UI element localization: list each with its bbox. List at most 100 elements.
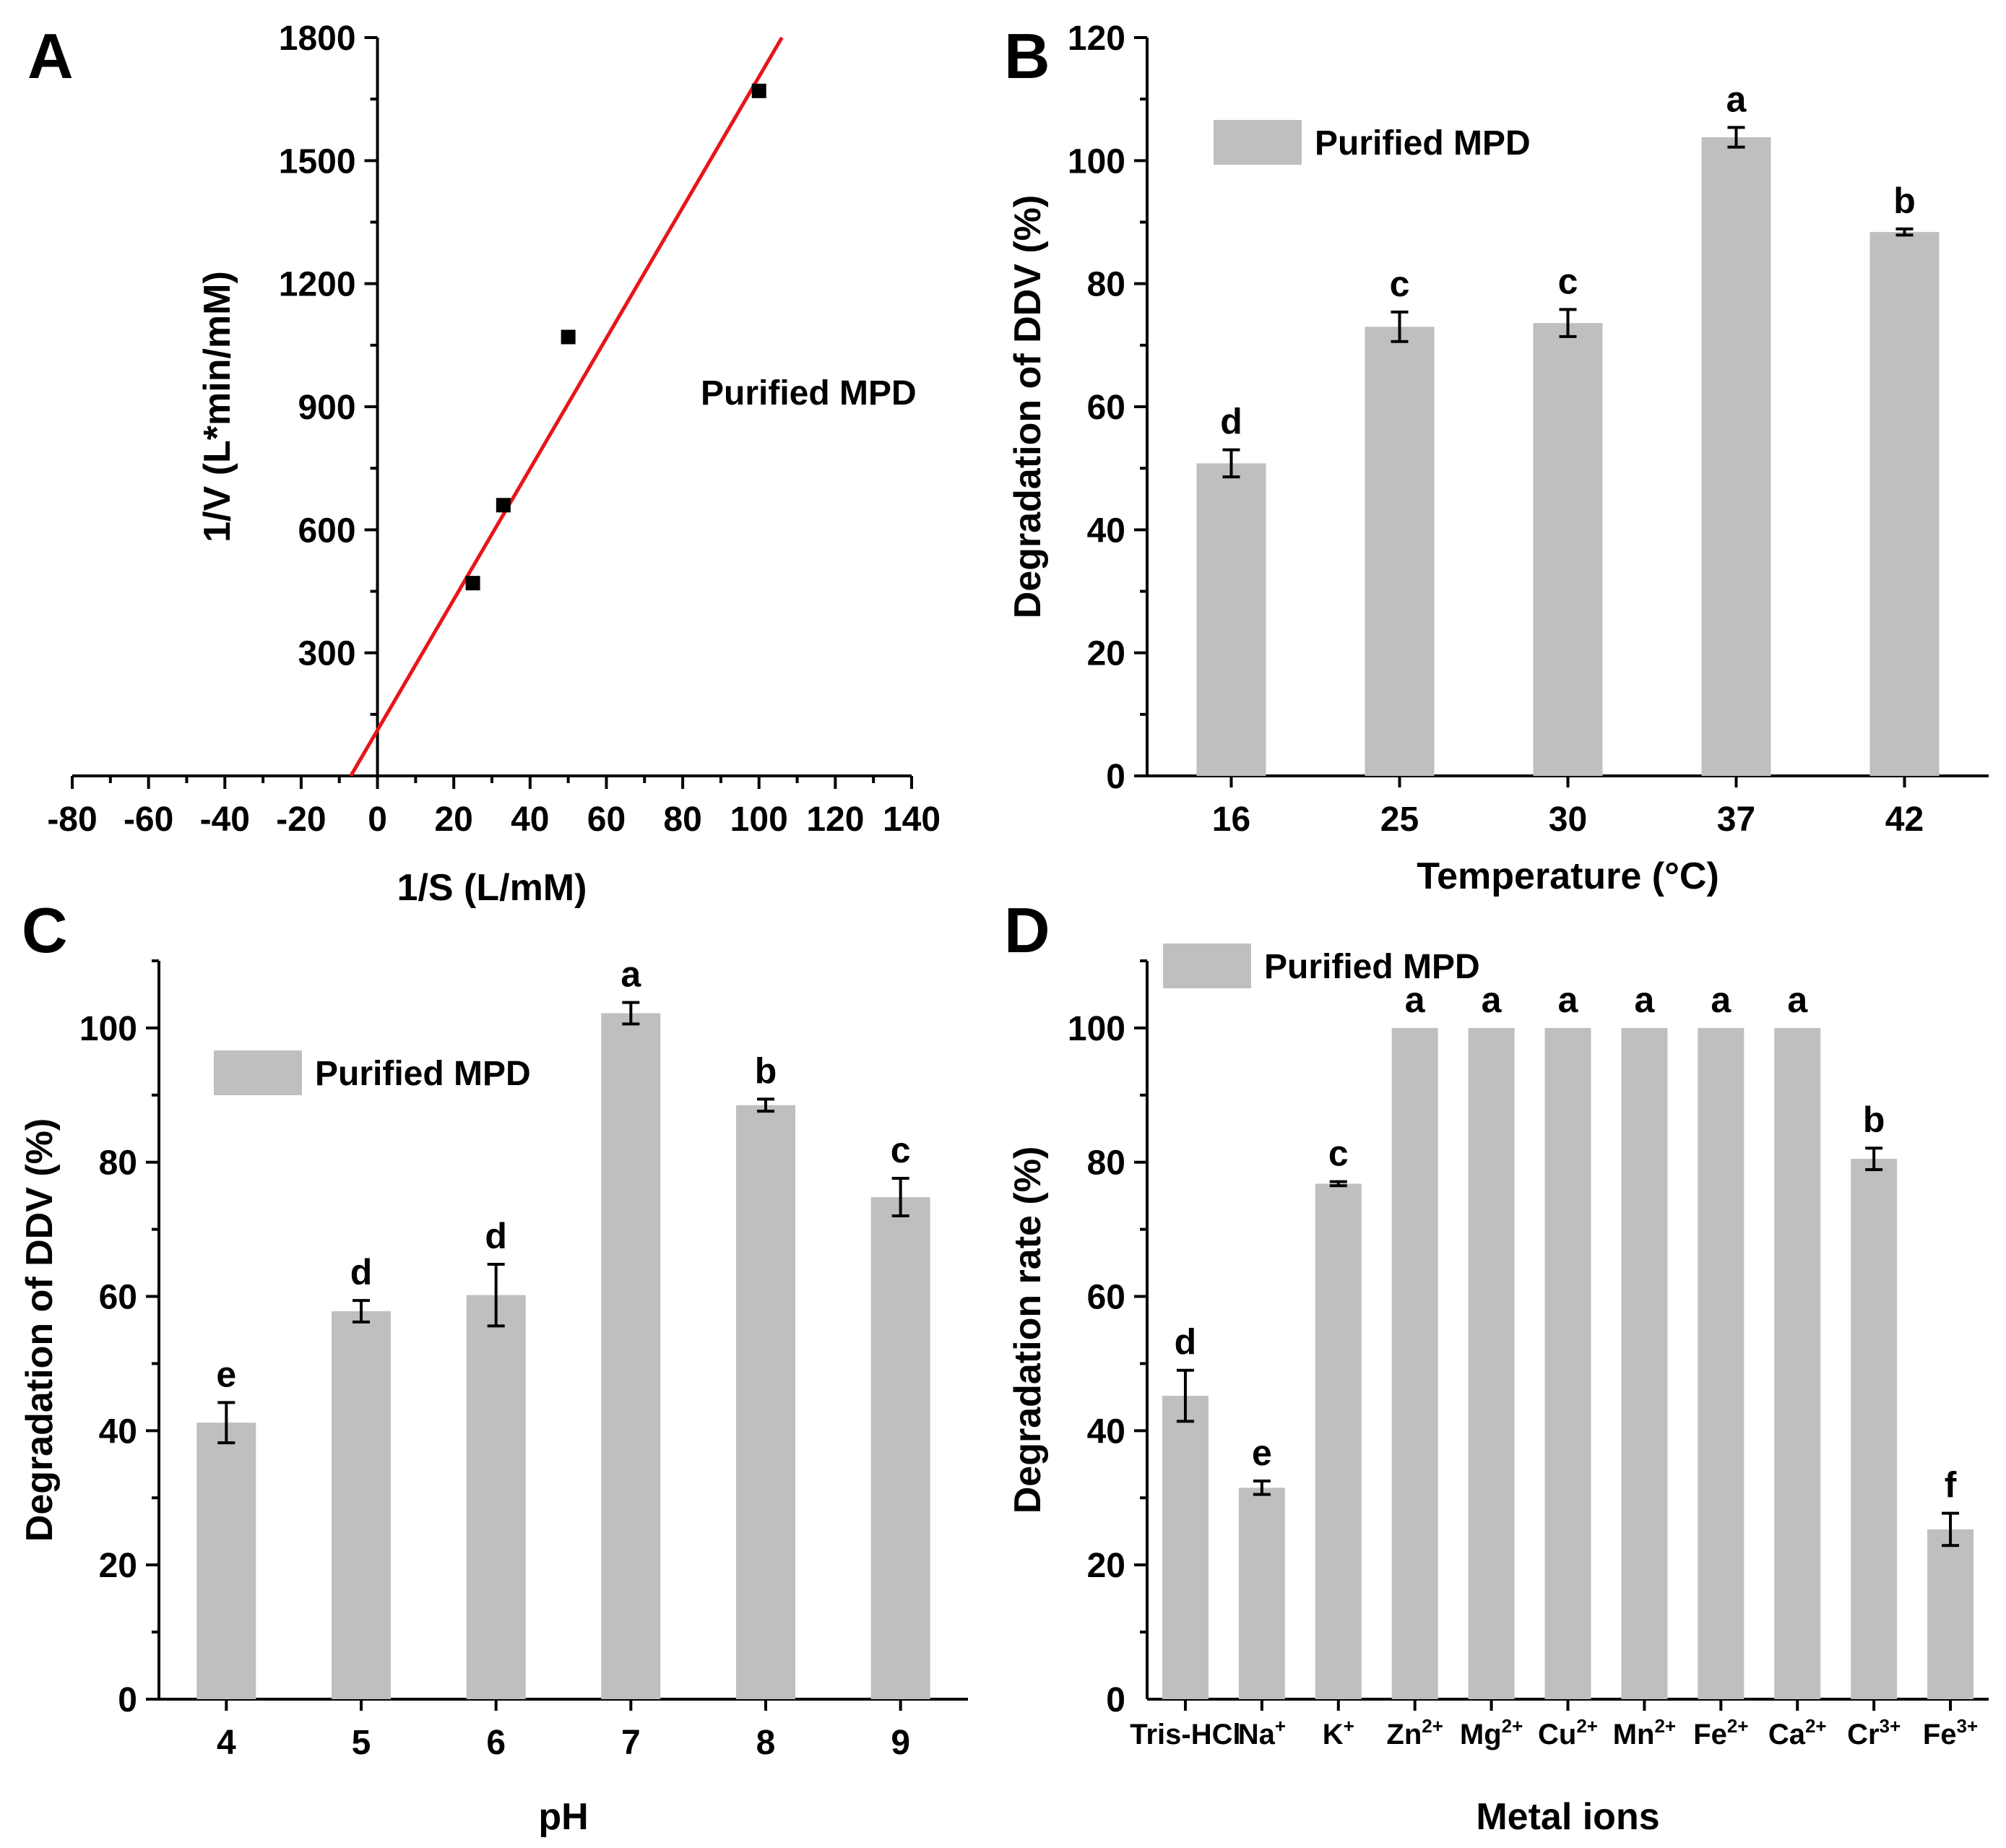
y-tick-label: 100 — [1068, 1010, 1125, 1048]
x-axis-title: Temperature (°C) — [1417, 855, 1719, 897]
x-tick-label: -40 — [200, 800, 250, 839]
bar — [1851, 1159, 1898, 1699]
y-tick-label: 80 — [1087, 1144, 1125, 1183]
significance-label: b — [755, 1050, 777, 1091]
significance-label: a — [1726, 79, 1747, 119]
bar — [332, 1311, 391, 1699]
panel-annotation: Purified MPD — [701, 374, 917, 413]
y-tick-label: 0 — [118, 1681, 137, 1719]
y-tick-label: 40 — [1087, 511, 1125, 550]
y-tick-label: 0 — [1106, 1681, 1125, 1719]
legend-swatch — [1163, 944, 1251, 988]
y-tick-label: 100 — [79, 1010, 137, 1048]
panel-letter-c: C — [22, 894, 68, 966]
y-axis-title: Degradation rate (%) — [1007, 1147, 1049, 1514]
x-tick-label: Cr3+ — [1847, 1715, 1901, 1750]
bar — [1238, 1488, 1285, 1699]
significance-label: d — [1220, 402, 1242, 442]
significance-label: c — [891, 1130, 911, 1170]
x-tick-label: K+ — [1323, 1715, 1354, 1750]
bar — [1544, 1027, 1591, 1699]
x-tick-label: Cu2+ — [1538, 1715, 1598, 1750]
bar — [1162, 1396, 1209, 1699]
x-tick-label: 60 — [587, 800, 626, 839]
x-tick-label: 16 — [1212, 800, 1250, 839]
bar — [736, 1105, 795, 1699]
x-tick-label: 4 — [217, 1724, 236, 1762]
y-tick-label: 300 — [298, 635, 355, 673]
y-tick-label: 60 — [1087, 1279, 1125, 1317]
legend-label: Purified MPD — [1315, 124, 1531, 163]
data-point — [561, 329, 576, 345]
y-tick-label: 120 — [1068, 20, 1125, 58]
x-tick-label: -80 — [47, 800, 97, 839]
x-tick-label: Ca2+ — [1768, 1715, 1827, 1750]
x-tick-label: 80 — [663, 800, 701, 839]
x-tick-label: 42 — [1885, 800, 1924, 839]
y-tick-label: 80 — [1087, 266, 1125, 304]
bar — [196, 1422, 256, 1699]
x-tick-label: Zn2+ — [1386, 1715, 1443, 1750]
x-tick-label: 8 — [756, 1724, 776, 1762]
y-tick-label: 0 — [1106, 758, 1125, 796]
bar — [1621, 1027, 1668, 1699]
x-tick-label: 7 — [621, 1724, 641, 1762]
panel-letter-b: B — [1004, 20, 1050, 92]
x-tick-label: 40 — [511, 800, 549, 839]
y-axis-title: 1/V (L*min/mM) — [196, 271, 238, 543]
x-tick-label: 30 — [1549, 800, 1587, 839]
bar — [1315, 1183, 1362, 1699]
significance-label: a — [1405, 980, 1426, 1020]
x-axis-title: 1/S (L/mM) — [397, 867, 587, 909]
bar — [1533, 323, 1603, 776]
significance-label: b — [1863, 1100, 1885, 1140]
x-tick-label: 9 — [891, 1724, 910, 1762]
y-tick-label: 80 — [99, 1144, 137, 1183]
y-tick-label: 1800 — [279, 20, 356, 58]
significance-label: d — [1175, 1322, 1197, 1363]
x-tick-label: Fe2+ — [1693, 1715, 1748, 1750]
data-point — [465, 576, 480, 591]
y-tick-label: 20 — [1087, 635, 1125, 673]
significance-label: e — [1252, 1433, 1272, 1473]
bar — [1391, 1027, 1438, 1699]
x-tick-label: 37 — [1717, 800, 1755, 839]
significance-label: d — [350, 1252, 373, 1292]
panel-letter-d: D — [1004, 894, 1050, 966]
significance-label: a — [1787, 980, 1808, 1020]
panel-c: C 0 20 40 60 80 100 e 4 d 5 d 6 a 7 b 8 c 9 Purified MPD pH D… — [19, 894, 968, 1838]
y-tick-label: 100 — [1068, 142, 1125, 181]
significance-label: a — [621, 954, 641, 995]
bar — [1698, 1027, 1745, 1699]
x-axis-title: pH — [538, 1796, 588, 1838]
y-tick-label: 40 — [99, 1412, 137, 1451]
y-tick-label: 60 — [99, 1279, 137, 1317]
x-tick-label: 5 — [352, 1724, 371, 1762]
significance-label: c — [1558, 261, 1578, 301]
x-tick-label: 20 — [434, 800, 472, 839]
significance-label: e — [216, 1354, 236, 1394]
panel-a: A -80 -60 -40 -20 0 20 40 60 80 100 120 140 300 600 900… — [27, 20, 941, 909]
significance-label: a — [1635, 980, 1656, 1020]
data-point — [496, 498, 511, 513]
x-tick-label: 140 — [883, 800, 941, 839]
bar — [1927, 1529, 1974, 1699]
y-axis-title: Degradation of DDV (%) — [1007, 195, 1049, 618]
y-tick-label: 600 — [298, 511, 355, 550]
y-tick-label: 1500 — [279, 142, 356, 181]
significance-label: c — [1390, 264, 1410, 304]
legend-label: Purified MPD — [315, 1055, 531, 1093]
bar — [1468, 1027, 1515, 1699]
legend-label: Purified MPD — [1264, 948, 1480, 986]
x-tick-label: Mn2+ — [1613, 1715, 1676, 1750]
panel-d: D 20 40 60 80 100 d Tris-HCl e Na+ c K+ a Zn2+ a Mg2+ a C… — [1004, 894, 1989, 1838]
x-tick-label: -20 — [276, 800, 326, 839]
y-tick-label: 900 — [298, 389, 355, 427]
legend-swatch — [214, 1050, 302, 1095]
significance-label: a — [1558, 980, 1579, 1020]
bar — [1365, 327, 1435, 776]
bar — [601, 1013, 661, 1699]
bar — [1701, 137, 1771, 777]
y-tick-label: 40 — [1087, 1412, 1125, 1451]
